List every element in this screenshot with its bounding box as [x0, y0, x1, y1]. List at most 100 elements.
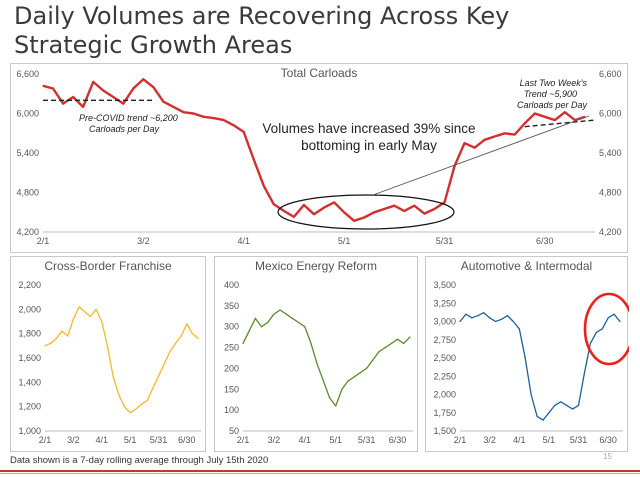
- data-point: [372, 359, 374, 361]
- data-point: [101, 320, 103, 323]
- y-tick-label: 400: [224, 280, 239, 290]
- data-point: [477, 315, 479, 317]
- data-point: [328, 397, 331, 399]
- data-point: [129, 412, 131, 414]
- data-point: [152, 86, 154, 88]
- trend-annotation: Last Two Week's: [520, 78, 588, 88]
- chart-title: Mexico Energy Reform: [254, 259, 378, 273]
- data-point: [172, 106, 175, 108]
- data-point: [283, 210, 285, 212]
- page-number: 15: [603, 452, 612, 461]
- series-line: [459, 312, 621, 421]
- data-point: [566, 404, 568, 406]
- y-tick-label: 250: [224, 343, 239, 353]
- y-tick-label: 1,600: [18, 353, 41, 363]
- total-carloads-chart: 6,600 6,600 6,000 6,000 5,400 5,400 4,800 4,800…: [16, 69, 622, 246]
- mexico-energy-chart: 400 350 300 250 200 150 100 502/1 3/2 4/1 5/1 5/31 6…: [224, 280, 413, 445]
- y-tick-label: 2,750: [433, 335, 456, 345]
- trend-annotation: Carloads per Day: [517, 100, 588, 110]
- data-point: [359, 372, 362, 374]
- data-point: [157, 375, 160, 377]
- data-point: [213, 117, 215, 119]
- series-line: [44, 306, 199, 414]
- data-point: [518, 328, 520, 330]
- data-point: [123, 406, 125, 408]
- y-tick-label: 1,000: [18, 426, 41, 436]
- data-point: [316, 363, 318, 365]
- x-tick-label: 3/2: [67, 435, 80, 445]
- data-point: [471, 317, 473, 319]
- page-title-line-2: Strategic Growth Areas: [14, 31, 293, 59]
- data-point: [140, 403, 142, 405]
- data-point: [396, 338, 399, 340]
- main-annotation: Volumes have increased 39% since: [262, 121, 475, 136]
- x-tick-label: 5/1: [338, 236, 351, 246]
- y-tick-label: 300: [224, 322, 239, 332]
- data-point: [347, 380, 349, 382]
- data-point: [303, 204, 305, 206]
- data-point: [544, 116, 546, 118]
- data-point: [560, 401, 562, 403]
- data-point: [273, 313, 275, 315]
- y-tick-label: 1,500: [433, 426, 456, 436]
- x-tick-label: 2/1: [237, 435, 250, 445]
- data-point: [135, 408, 137, 410]
- y-tick-label: 3,500: [433, 280, 456, 290]
- y-tick-label: 200: [224, 363, 239, 373]
- data-point: [313, 213, 315, 215]
- data-point: [291, 317, 294, 319]
- data-point: [132, 87, 134, 90]
- data-point: [536, 415, 538, 417]
- data-point: [459, 320, 461, 323]
- data-point: [323, 207, 325, 209]
- total-carloads-panel: Total Carloads 6,600 6,600 6,000 6,000 5,400…: [10, 63, 628, 253]
- data-point: [512, 320, 514, 323]
- automotive-intermodal-panel: Automotive & Intermodal 3,500 3,250 3,000 2…: [425, 256, 629, 452]
- x-tick-label: 6/30: [389, 435, 407, 445]
- data-point: [82, 106, 84, 108]
- y-tick-label: 6,000: [16, 109, 39, 119]
- data-point: [180, 335, 182, 337]
- recent-trend-line: [524, 119, 596, 128]
- data-point: [335, 405, 337, 407]
- data-point: [146, 400, 148, 402]
- y-tick-label-right: 6,600: [599, 69, 622, 79]
- data-point: [191, 333, 194, 335]
- y-tick-label: 150: [224, 384, 239, 394]
- data-point: [489, 317, 491, 319]
- data-point: [248, 330, 250, 332]
- data-point: [341, 388, 343, 390]
- x-tick-label: 5/31: [570, 435, 588, 445]
- data-point: [260, 326, 263, 328]
- data-point: [62, 103, 64, 105]
- data-point: [504, 132, 506, 134]
- data-point: [574, 119, 576, 121]
- data-point: [524, 122, 526, 124]
- data-point: [483, 312, 485, 314]
- data-point: [142, 78, 144, 80]
- data-point: [112, 96, 114, 98]
- data-point: [304, 326, 306, 328]
- data-point: [42, 85, 44, 87]
- data-point: [595, 331, 597, 333]
- page-title-line-1: Daily Volumes are Recovering Across Key: [14, 2, 510, 30]
- data-point: [409, 336, 411, 338]
- x-tick-label: 5/31: [150, 435, 168, 445]
- data-point: [463, 142, 466, 144]
- y-tick-label: 6,600: [16, 69, 39, 79]
- data-point: [572, 408, 574, 410]
- data-point: [577, 404, 580, 406]
- data-point: [514, 134, 516, 136]
- y-tick-label: 2,000: [18, 304, 41, 314]
- data-point: [390, 342, 392, 344]
- x-tick-label: 4/1: [513, 435, 526, 445]
- highlight-circle: [583, 292, 629, 366]
- x-tick-label: 3/2: [268, 435, 281, 445]
- data-point: [530, 393, 532, 396]
- data-point: [333, 201, 335, 203]
- x-tick-label: 2/1: [39, 435, 52, 445]
- data-point: [548, 412, 550, 414]
- data-point: [613, 313, 615, 315]
- data-point: [169, 351, 171, 353]
